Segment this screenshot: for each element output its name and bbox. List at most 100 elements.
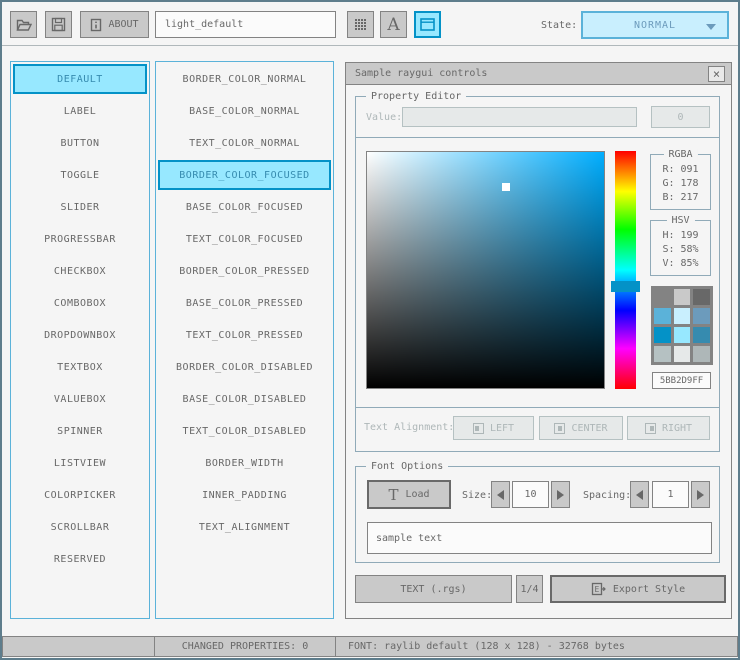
arrow-left-icon	[497, 489, 504, 500]
control-item-toggle[interactable]: TOGGLE	[60, 169, 100, 181]
palette-swatch[interactable]	[693, 289, 710, 305]
about-button[interactable]: ABOUT	[80, 11, 149, 38]
spacing-decrement-button[interactable]	[630, 481, 649, 508]
control-item-progressbar[interactable]: PROGRESSBAR	[44, 233, 116, 245]
property-item-text_alignment[interactable]: TEXT_ALIGNMENT	[198, 521, 291, 533]
align-center-button[interactable]: CENTER	[539, 416, 623, 440]
export-format-button[interactable]: TEXT (.rgs)	[355, 575, 512, 603]
arrow-right-icon	[697, 489, 704, 500]
style-palette-grid	[651, 286, 713, 365]
value-input[interactable]	[402, 107, 637, 127]
property-item-border_color_normal[interactable]: BORDER_COLOR_NORMAL	[182, 73, 307, 85]
align-left-icon	[472, 422, 484, 434]
hex-color-input[interactable]: 5BB2D9FF	[652, 372, 711, 389]
control-item-label[interactable]: LABEL	[63, 105, 97, 117]
size-decrement-button[interactable]	[491, 481, 510, 508]
property-editor-group: Property Editor Value: 0 RGBA R: 091 G: 17…	[355, 91, 720, 452]
palette-swatch[interactable]	[654, 327, 671, 343]
palette-swatch[interactable]	[673, 289, 691, 305]
spacing-increment-button[interactable]	[691, 481, 710, 508]
font-options-group: Font Options T Load Size: 10 Spacing: 1	[355, 461, 720, 563]
property-item-text_color_normal[interactable]: TEXT_COLOR_NORMAL	[189, 137, 300, 149]
control-item-default[interactable]: DEFAULT	[13, 64, 147, 94]
rgba-group: RGBA R: 091 G: 178 B: 217	[650, 149, 711, 210]
export-page-button[interactable]: 1/4	[516, 575, 543, 603]
palette-swatch[interactable]	[654, 289, 671, 305]
export-style-button[interactable]: E Export Style	[550, 575, 726, 603]
palette-swatch[interactable]	[693, 308, 710, 324]
color-panel-cursor	[502, 183, 510, 191]
palette-swatch[interactable]	[693, 327, 710, 343]
property-item-base_color_pressed[interactable]: BASE_COLOR_PRESSED	[185, 297, 304, 309]
control-item-scrollbar[interactable]: SCROLLBAR	[50, 521, 110, 533]
hue-bar-handle[interactable]	[611, 281, 640, 292]
hsv-group-title: HSV	[666, 215, 695, 226]
hsv-row-s: S: 58%	[662, 244, 699, 255]
size-value-box[interactable]: 10	[512, 481, 549, 508]
palette-swatch[interactable]	[693, 346, 710, 362]
property-item-inner_padding[interactable]: INNER_PADDING	[202, 489, 287, 501]
state-dropdown[interactable]: NORMAL	[581, 11, 729, 39]
color-panel[interactable]	[366, 151, 605, 389]
align-right-label: RIGHT	[661, 422, 693, 434]
property-item-border_width[interactable]: BORDER_WIDTH	[205, 457, 284, 469]
palette-swatch[interactable]	[673, 327, 691, 343]
hue-bar[interactable]	[615, 151, 636, 389]
property-item-border_color_focused[interactable]: BORDER_COLOR_FOCUSED	[158, 160, 331, 190]
property-item-base_color_disabled[interactable]: BASE_COLOR_DISABLED	[182, 393, 307, 405]
control-item-colorpicker[interactable]: COLORPICKER	[44, 489, 116, 501]
info-icon	[91, 18, 102, 31]
value-apply-button[interactable]: 0	[651, 106, 710, 128]
control-item-dropdownbox[interactable]: DROPDOWNBOX	[44, 329, 116, 341]
palette-swatch[interactable]	[673, 308, 691, 324]
sample-controls-window: Sample raygui controls × Property Editor…	[345, 62, 732, 619]
property-item-border_color_pressed[interactable]: BORDER_COLOR_PRESSED	[179, 265, 310, 277]
open-file-button[interactable]	[10, 11, 37, 38]
control-item-combobox[interactable]: COMBOBOX	[53, 297, 107, 309]
hsv-group: HSV H: 199 S: 58% V: 85%	[650, 215, 711, 276]
property-item-border_color_disabled[interactable]: BORDER_COLOR_DISABLED	[176, 361, 313, 373]
sample-text-input[interactable]	[367, 522, 712, 554]
align-left-label: LEFT	[489, 422, 515, 434]
property-item-text_color_disabled[interactable]: TEXT_COLOR_DISABLED	[182, 425, 307, 437]
align-left-button[interactable]: LEFT	[453, 416, 534, 440]
spacing-value-box[interactable]: 1	[652, 481, 689, 508]
rgba-row-b: B: 217	[662, 192, 699, 203]
property-item-base_color_normal[interactable]: BASE_COLOR_NORMAL	[189, 105, 300, 117]
property-item-text_color_focused[interactable]: TEXT_COLOR_FOCUSED	[185, 233, 304, 245]
align-center-icon	[554, 422, 566, 434]
save-file-button[interactable]	[45, 11, 72, 38]
control-item-listview[interactable]: LISTVIEW	[53, 457, 107, 469]
palette-swatch[interactable]	[673, 346, 691, 362]
property-item-text_color_pressed[interactable]: TEXT_COLOR_PRESSED	[185, 329, 304, 341]
palette-swatch[interactable]	[654, 346, 671, 362]
style-name-input[interactable]	[155, 11, 336, 38]
style-table-button[interactable]	[347, 11, 374, 38]
font-view-button[interactable]: A	[380, 11, 407, 38]
property-item-base_color_focused[interactable]: BASE_COLOR_FOCUSED	[185, 201, 304, 213]
window-icon	[420, 18, 435, 31]
font-load-button[interactable]: T Load	[367, 480, 451, 509]
palette-swatch[interactable]	[654, 308, 671, 324]
control-item-reserved[interactable]: RESERVED	[53, 553, 107, 565]
sample-window-titlebar: Sample raygui controls	[346, 63, 731, 85]
control-item-valuebox[interactable]: VALUEBOX	[53, 393, 107, 405]
letter-a-icon: A	[387, 14, 400, 35]
hsv-row-h: H: 199	[662, 230, 699, 241]
status-cell-empty	[2, 636, 155, 657]
control-item-spinner[interactable]: SPINNER	[57, 425, 103, 437]
control-item-slider[interactable]: SLIDER	[60, 201, 100, 213]
rgba-row-g: G: 178	[662, 178, 699, 189]
close-button[interactable]: ×	[708, 66, 725, 82]
font-options-group-title: Font Options	[366, 461, 449, 472]
control-view-button[interactable]	[414, 11, 441, 38]
control-item-textbox[interactable]: TEXTBOX	[57, 361, 103, 373]
properties-listbox: BORDER_COLOR_NORMAL BASE_COLOR_NORMAL TEXT…	[155, 61, 334, 619]
export-style-label: Export Style	[612, 583, 686, 595]
control-item-checkbox[interactable]: CHECKBOX	[53, 265, 107, 277]
control-item-button[interactable]: BUTTON	[60, 137, 100, 149]
size-increment-button[interactable]	[551, 481, 570, 508]
export-icon: E	[591, 582, 606, 596]
align-right-button[interactable]: RIGHT	[627, 416, 710, 440]
